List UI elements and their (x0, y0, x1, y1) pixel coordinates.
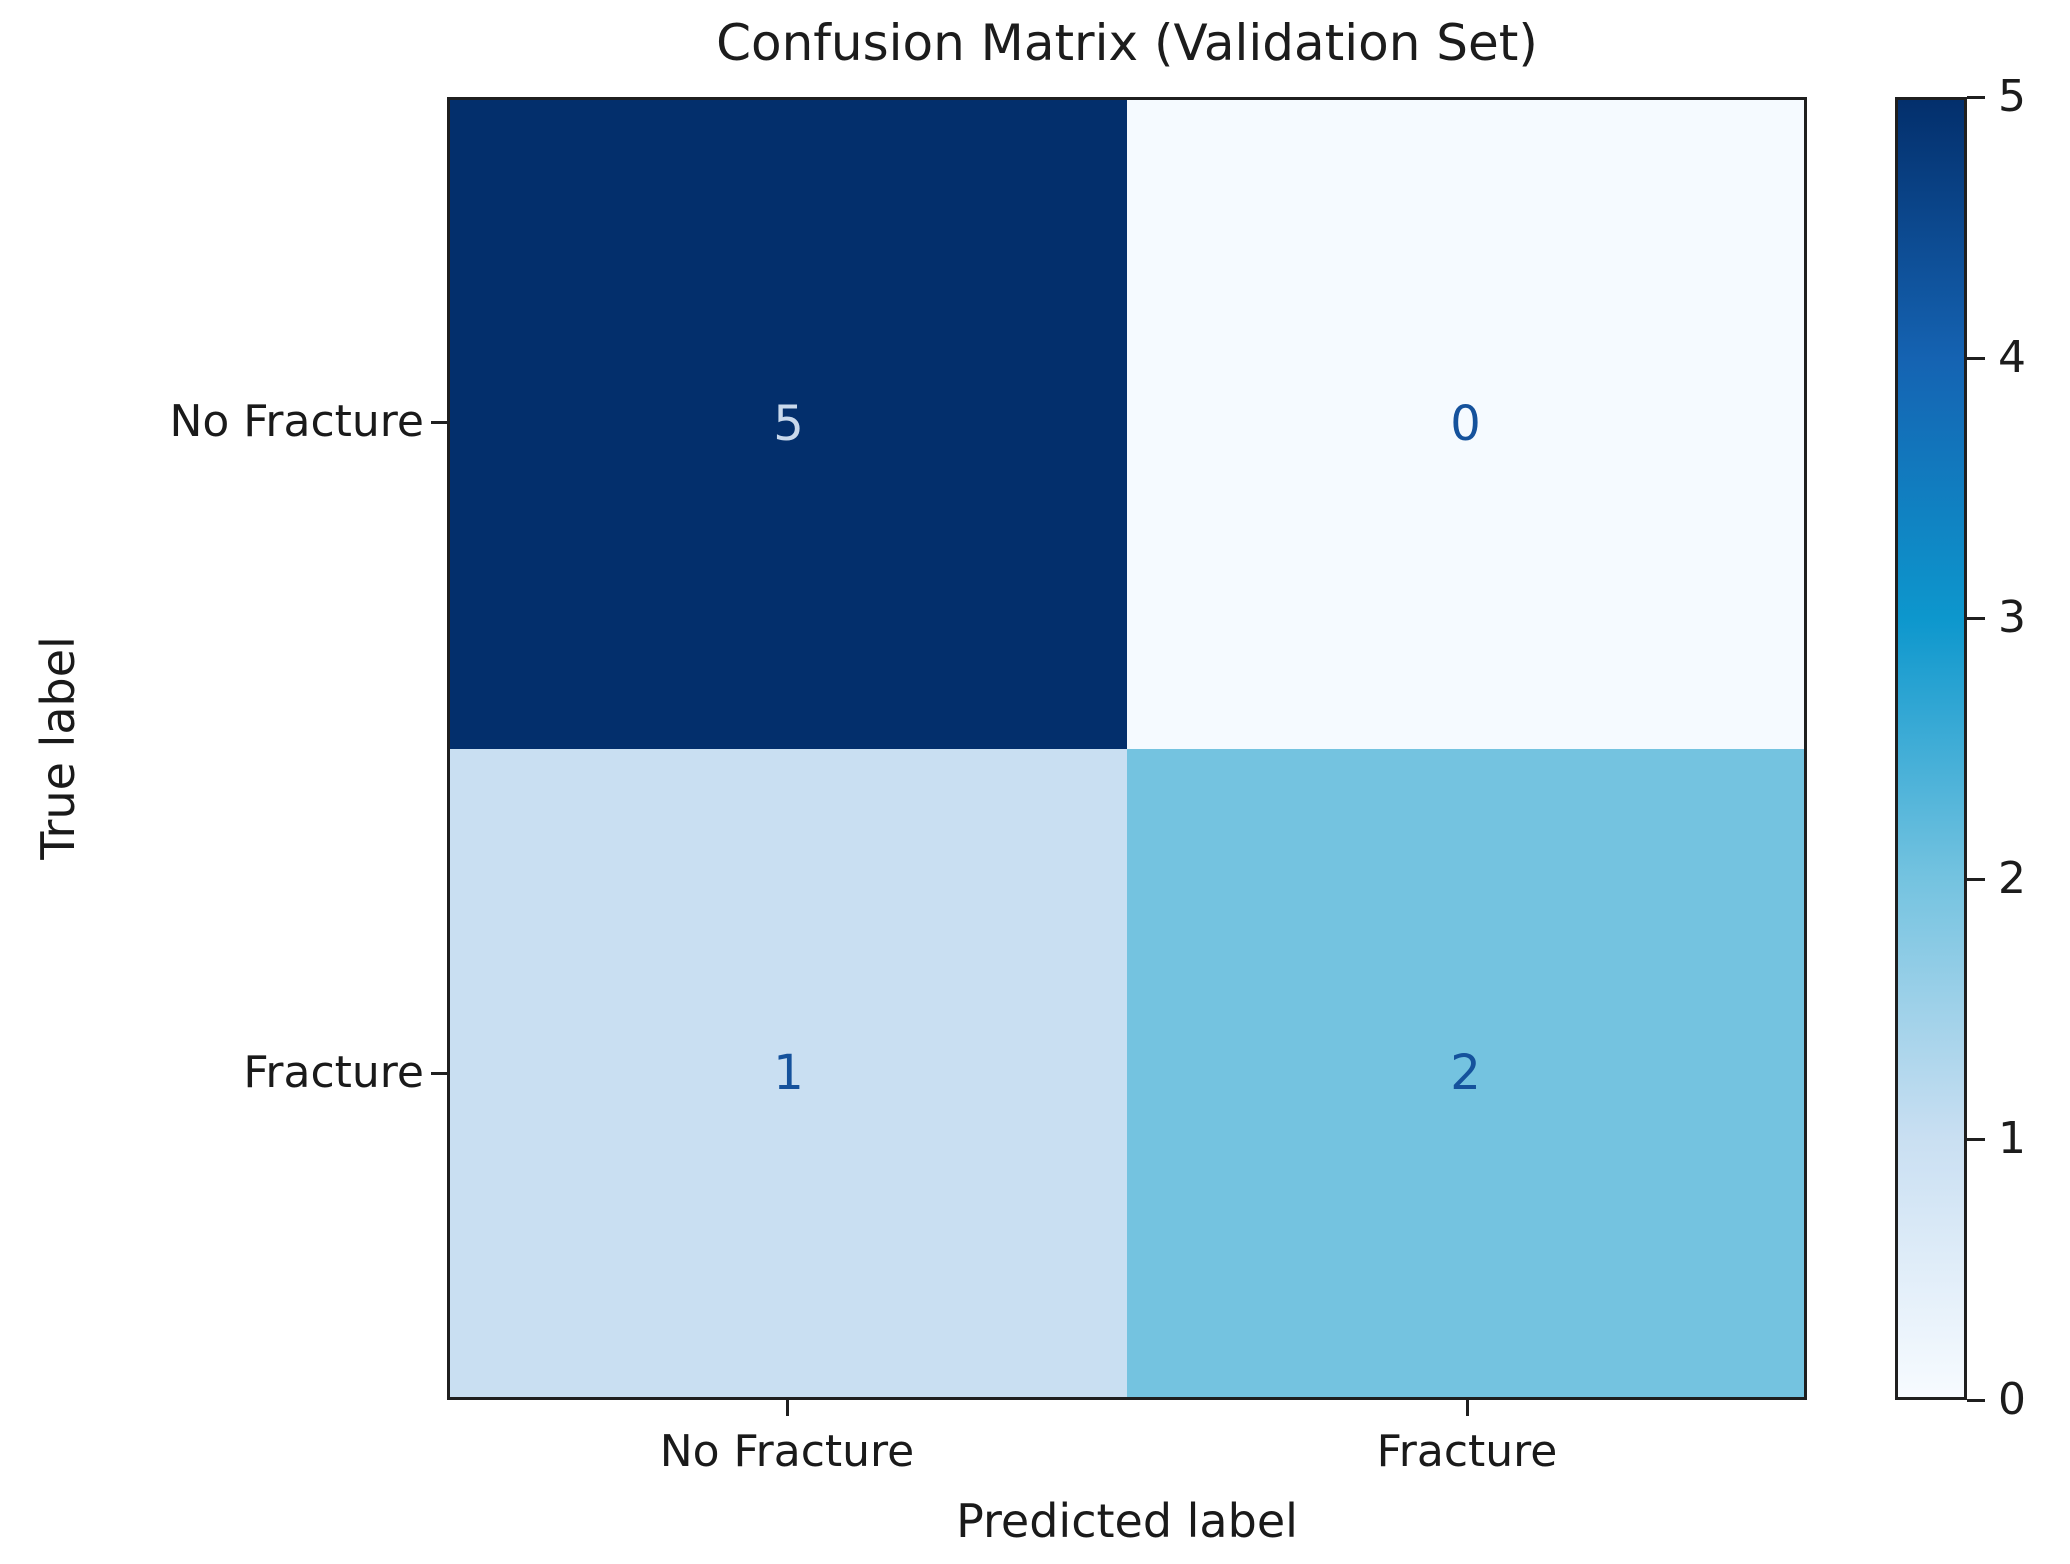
cell-value-true-positive: 2 (1450, 1045, 1481, 1101)
ytick-mark (431, 421, 447, 424)
colorbar-tick-label: 3 (1998, 594, 2068, 642)
cell-value-false-positive: 0 (1450, 396, 1481, 452)
xtick-mark (786, 1400, 789, 1416)
colorbar-tick-mark (1967, 1138, 1985, 1141)
colorbar-tick-mark (1967, 617, 1985, 620)
colorbar-tick-mark (1967, 357, 1985, 360)
cell-value-true-negative: 5 (773, 396, 804, 452)
colorbar-tick-label: 5 (1998, 73, 2068, 121)
ytick-label-no-fracture: No Fracture (0, 398, 424, 446)
colorbar-tick-mark (1967, 1399, 1985, 1402)
matrix-cell: 0 (1127, 100, 1804, 749)
heatmap-grid: 5 0 1 2 (447, 97, 1807, 1400)
colorbar-tick-label: 2 (1998, 855, 2068, 903)
colorbar-tick-mark (1967, 878, 1985, 881)
ytick-label-fracture: Fracture (0, 1049, 424, 1097)
colorbar-tick-mark (1967, 96, 1985, 99)
y-axis-title: True label (31, 636, 85, 860)
xtick-mark (1466, 1400, 1469, 1416)
matrix-cell: 1 (450, 749, 1127, 1398)
chart-title: Confusion Matrix (Validation Set) (447, 14, 1807, 72)
x-axis-title: Predicted label (877, 1494, 1377, 1548)
colorbar-tick-label: 0 (1998, 1376, 2068, 1424)
matrix-cell: 5 (450, 100, 1127, 749)
confusion-matrix-figure: Confusion Matrix (Validation Set) 5 0 1 … (0, 0, 2070, 1564)
colorbar (1895, 97, 1967, 1400)
xtick-label-fracture: Fracture (1217, 1428, 1717, 1476)
colorbar-tick-label: 1 (1998, 1115, 2068, 1163)
ytick-mark (431, 1072, 447, 1075)
cell-value-false-negative: 1 (773, 1045, 804, 1101)
matrix-cell: 2 (1127, 749, 1804, 1398)
colorbar-tick-label: 4 (1998, 334, 2068, 382)
xtick-label-no-fracture: No Fracture (537, 1428, 1037, 1476)
